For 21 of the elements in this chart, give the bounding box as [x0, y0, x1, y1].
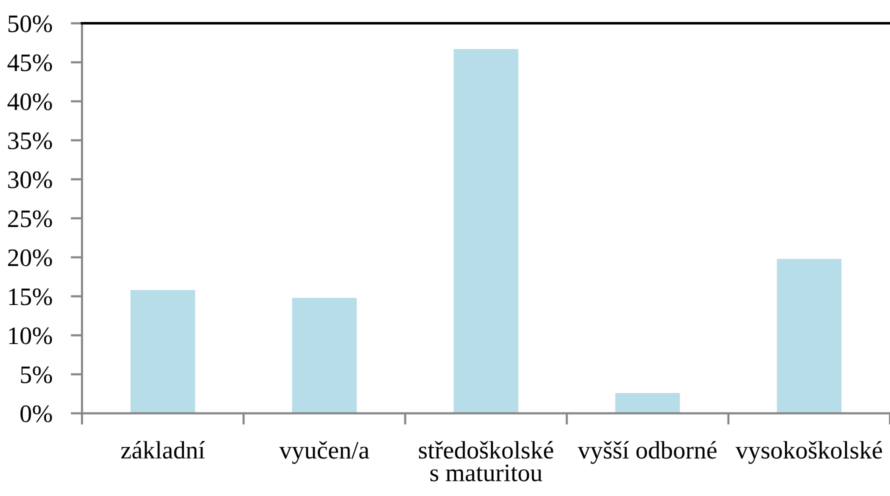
y-tick-label: 0% — [20, 405, 52, 422]
y-tick-label: 45% — [7, 54, 52, 72]
bar — [454, 49, 518, 414]
bar — [130, 290, 196, 414]
x-tick-label: vysokoškolské — [736, 441, 882, 464]
y-tick-label: 15% — [9, 288, 52, 306]
bar — [776, 258, 842, 414]
y-tick-label: 35% — [8, 132, 52, 150]
y-tick-label: 20% — [8, 249, 52, 266]
y-tick-label: 10% — [9, 327, 52, 344]
y-tick-label: 5% — [20, 366, 52, 384]
y-tick-label: 25% — [8, 210, 52, 228]
y-tick-label: 40% — [7, 93, 52, 110]
x-tick-label: vyučen/a — [279, 441, 370, 464]
y-tick-label: 30% — [8, 171, 52, 188]
bar — [615, 393, 680, 414]
bar — [292, 298, 357, 414]
x-tick-label: základní — [121, 441, 205, 459]
x-tick-label: středoškolské s maturitou — [418, 441, 554, 482]
y-tick-label: 50% — [8, 15, 52, 32]
x-tick-label: vyšší odborné — [578, 441, 717, 464]
